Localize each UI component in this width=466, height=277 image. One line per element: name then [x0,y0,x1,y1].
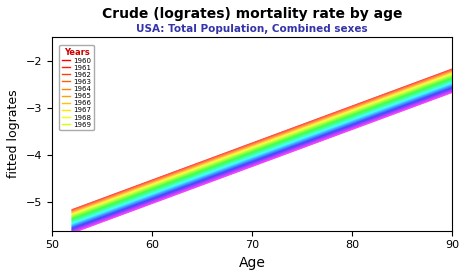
X-axis label: Age: Age [239,256,265,270]
Title: Crude (logrates) mortality rate by age: Crude (logrates) mortality rate by age [102,7,402,21]
Text: USA: Total Population, Combined sexes: USA: Total Population, Combined sexes [136,24,368,34]
Y-axis label: fitted logrates: fitted logrates [7,90,20,178]
Legend: 1960, 1961, 1962, 1963, 1964, 1965, 1966, 1967, 1968, 1969: 1960, 1961, 1962, 1963, 1964, 1965, 1966… [59,45,94,130]
